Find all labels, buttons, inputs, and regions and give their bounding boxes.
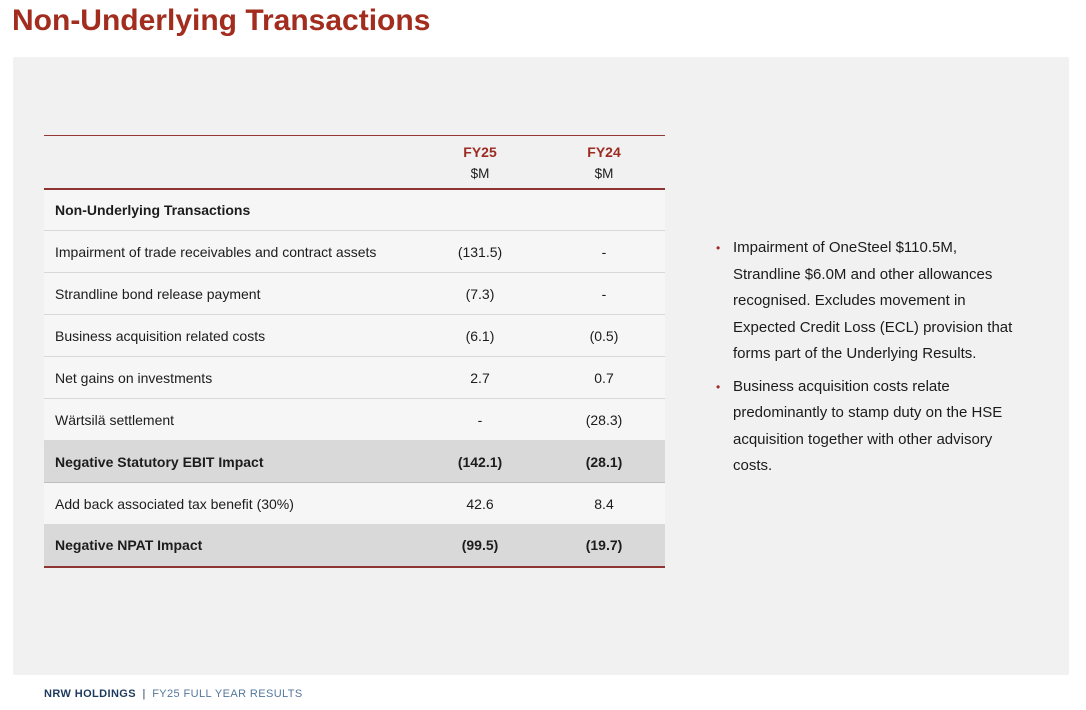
note-bullet-acquisition-costs: • Business acquisition costs relate pred… (710, 374, 1020, 480)
content-panel: FY25 FY24 $M $M Non-Underlying Transacti… (13, 57, 1069, 675)
row-fy25-value: 2.7 (417, 356, 543, 399)
table-header-years: FY25 FY24 (44, 136, 665, 163)
row-label: Strandline bond release payment (44, 272, 417, 315)
row-label: Impairment of trade receivables and cont… (44, 230, 417, 273)
footer-company: NRW HOLDINGS (44, 688, 136, 700)
row-fy25-value: (7.3) (417, 272, 543, 315)
col-unit-fy25: $M (417, 162, 543, 190)
slide-footer: NRW HOLDINGS | FY25 FULL YEAR RESULTS (44, 688, 303, 700)
row-fy25-value: - (417, 398, 543, 441)
note-text: Business acquisition costs relate predom… (733, 377, 1003, 475)
table-row-business-acquisition: Business acquisition related costs (6.1)… (44, 314, 665, 357)
row-fy24-value: - (543, 230, 665, 273)
row-label: Negative NPAT Impact (44, 524, 417, 567)
row-fy24-value: 0.7 (543, 356, 665, 399)
table-row-impairment: Impairment of trade receivables and cont… (44, 230, 665, 273)
row-label: Business acquisition related costs (44, 314, 417, 357)
table-row-ebit-impact: Negative Statutory EBIT Impact (142.1) (… (44, 440, 665, 483)
row-fy25-value: (99.5) (417, 524, 543, 567)
row-fy25-value: (6.1) (417, 314, 543, 357)
note-text: Impairment of OneSteel $110.5M, Strandli… (733, 239, 1013, 362)
table-row-npat-impact: Negative NPAT Impact (99.5) (19.7) (44, 524, 665, 567)
row-fy24-value: (28.1) (543, 440, 665, 483)
table-row-tax-benefit: Add back associated tax benefit (30%) 42… (44, 482, 665, 525)
table-row-net-gains: Net gains on investments 2.7 0.7 (44, 356, 665, 399)
row-fy24-value: (28.3) (543, 398, 665, 441)
row-fy24-value: (0.5) (543, 314, 665, 357)
table-section-row: Non-Underlying Transactions (44, 188, 665, 231)
row-label: Net gains on investments (44, 356, 417, 399)
col-header-fy25: FY25 (463, 144, 497, 161)
row-fy24-value: 8.4 (543, 482, 665, 525)
table-header-units: $M $M (44, 162, 665, 190)
table-row-wartsila: Wärtsilä settlement - (28.3) (44, 398, 665, 441)
col-header-blank (44, 136, 417, 163)
row-fy25-value: 42.6 (417, 482, 543, 525)
footer-subtitle: FY25 FULL YEAR RESULTS (152, 688, 303, 700)
col-unit-fy24: $M (543, 162, 665, 190)
row-fy25-value: (142.1) (417, 440, 543, 483)
row-label: Negative Statutory EBIT Impact (44, 440, 417, 483)
transactions-table: FY25 FY24 $M $M Non-Underlying Transacti… (44, 135, 665, 568)
row-label: Wärtsilä settlement (44, 398, 417, 441)
note-bullet-impairment: • Impairment of OneSteel $110.5M, Strand… (710, 235, 1020, 368)
page-title: Non-Underlying Transactions (12, 4, 431, 37)
col-unit-blank (44, 162, 417, 190)
col-header-fy24: FY24 (587, 144, 621, 161)
row-fy25-value: (131.5) (417, 230, 543, 273)
row-fy24-value: (19.7) (543, 524, 665, 567)
footer-separator: | (142, 688, 146, 700)
section-header-label: Non-Underlying Transactions (44, 188, 417, 231)
row-fy24-value: - (543, 272, 665, 315)
row-label: Add back associated tax benefit (30%) (44, 482, 417, 525)
bullet-icon: • (716, 241, 721, 255)
bullet-icon: • (716, 379, 721, 394)
table-row-strandline-bond: Strandline bond release payment (7.3) - (44, 272, 665, 315)
notes-list: • Impairment of OneSteel $110.5M, Strand… (710, 235, 1020, 486)
